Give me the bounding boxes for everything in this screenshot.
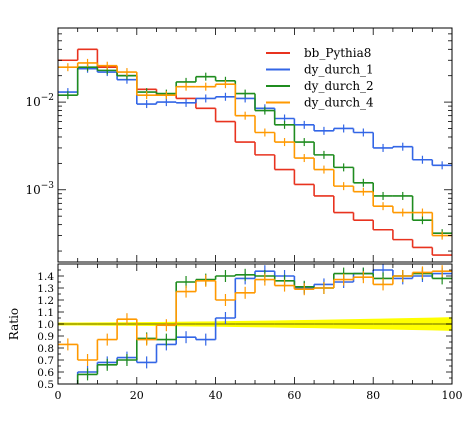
ratio-y-ticklabel-1: 0.6 [37,367,54,379]
x-ticklabel-60: 60 [287,389,301,402]
ratio-y-ticklabel-0: 0.5 [37,379,54,391]
x-ticklabel-40: 40 [209,389,223,402]
ratio-y-ticklabel-2: 0.7 [37,355,54,367]
legend-label-dy_durch_2: dy_durch_2 [304,79,374,93]
ratio-y-ticklabel-4: 0.9 [37,331,54,343]
legend: bb_Pythia8 dy_durch_1 dy_durch_2 dy_durch_4 [266,46,374,110]
ratio-y-ticklabel-7: 1.2 [37,295,54,307]
series-dy_durch_4 [58,58,452,240]
legend-label-dy_durch_4: dy_durch_4 [304,96,374,110]
x-ticklabel-0: 0 [55,389,62,402]
ratio-panel: 0 20 40 60 80 100 0.50.60.70.80.91.01.11.21.31… [7,263,463,402]
ratio-y-ticklabel-9: 1.4 [37,271,54,283]
x-ticklabel-80: 80 [366,389,380,402]
ratio-y-ticklabel-8: 1.3 [37,283,54,295]
x-ticklabel-20: 20 [130,389,144,402]
ratio-y-ticklabel-5: 1.0 [37,319,54,331]
main-series-group [58,48,452,256]
main-panel: 10−2 10−3 [25,27,453,263]
ratio-ylabel: Ratio [7,308,21,340]
legend-label-bb_Pythia8: bb_Pythia8 [304,46,371,60]
main-y-ticklabel-0: 10−2 [25,93,54,109]
ratio-y-ticklabel-6: 1.1 [37,307,54,319]
ratio-y-ticklabel-3: 0.8 [37,343,54,355]
x-ticklabel-100: 100 [442,389,463,402]
legend-label-dy_durch_1: dy_durch_1 [304,63,374,77]
main-y-ticklabel-1: 10−3 [25,181,54,197]
series-dy_durch_2 [58,63,452,238]
ratio-series-group [58,264,452,384]
ratio-series-dy_durch_4 [58,265,452,366]
